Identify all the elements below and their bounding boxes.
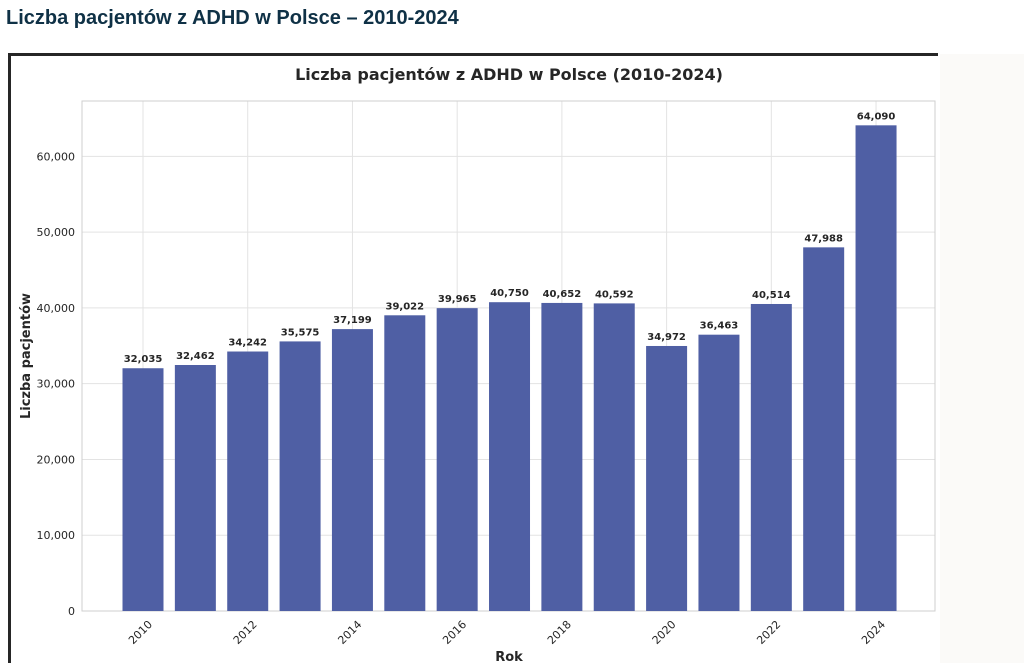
page-heading: Liczba pacjentów z ADHD w Polsce – 2010-…: [6, 7, 459, 29]
y-tick-label: 30,000: [37, 378, 76, 391]
bar-2011: [174, 365, 216, 611]
bar-2014: [331, 329, 373, 611]
bar-2020: [646, 345, 688, 611]
y-tick-label: 50,000: [37, 226, 76, 239]
y-tick-label: 10,000: [37, 529, 76, 542]
x-axis-label: Rok: [495, 650, 523, 663]
y-tick-label: 0: [68, 605, 75, 618]
data-label-2016: 39,965: [438, 294, 477, 305]
data-label-2014: 37,199: [333, 315, 372, 326]
data-label-2021: 36,463: [700, 321, 739, 332]
data-label-2019: 40,592: [595, 289, 634, 300]
bar-2012: [227, 351, 269, 611]
data-label-2011: 32,462: [176, 351, 215, 362]
bar-2018: [541, 302, 583, 611]
y-tick-label: 20,000: [37, 453, 76, 466]
data-label-2017: 40,750: [490, 288, 529, 299]
y-axis-label: Liczba pacjentów: [19, 293, 34, 419]
x-tick-label: 2018: [545, 618, 574, 647]
x-tick-label: 2022: [754, 618, 783, 647]
x-tick-label: 2024: [859, 618, 888, 647]
data-label-2022: 40,514: [752, 290, 791, 301]
y-axis-ticks: 0 10,000 20,000 30,000 40,000 50,000 60,000: [37, 150, 76, 618]
bar-2021: [698, 334, 740, 611]
data-label-2015: 39,022: [386, 301, 425, 312]
bar-2017: [489, 302, 531, 611]
data-label-2024: 64,090: [857, 111, 896, 122]
data-label-2013: 35,575: [281, 327, 320, 338]
bar-2022: [750, 303, 792, 611]
bar-2013: [279, 341, 321, 611]
data-labels-layer: 32,035 32,462 34,242 35,575 37,199 39,022 39,9…: [124, 111, 896, 365]
y-tick-label: 60,000: [37, 150, 76, 163]
bar-2023: [803, 247, 845, 612]
bar-2019: [593, 303, 635, 611]
data-label-2020: 34,972: [647, 332, 686, 343]
bars-layer: [122, 125, 897, 612]
x-tick-label: 2020: [650, 618, 679, 647]
y-tick-label: 40,000: [37, 302, 76, 315]
data-label-2023: 47,988: [804, 233, 843, 244]
data-label-2012: 34,242: [228, 338, 267, 349]
bar-2016: [436, 308, 478, 611]
bar-2024: [855, 125, 897, 611]
chart-title: Liczba pacjentów z ADHD w Polsce (2010-2…: [295, 65, 723, 84]
x-tick-label: 2014: [335, 618, 364, 647]
x-tick-label: 2012: [231, 618, 260, 647]
data-label-2018: 40,652: [543, 289, 582, 300]
side-margin: [940, 54, 1024, 663]
bar-2010: [122, 368, 164, 611]
data-label-2010: 32,035: [124, 354, 163, 365]
x-tick-label: 2016: [440, 618, 469, 647]
x-axis-ticks: 2010 2012 2014 2016 2018 2020 2022 2024: [126, 618, 888, 647]
bar-2015: [384, 315, 426, 611]
x-tick-label: 2010: [126, 618, 155, 647]
